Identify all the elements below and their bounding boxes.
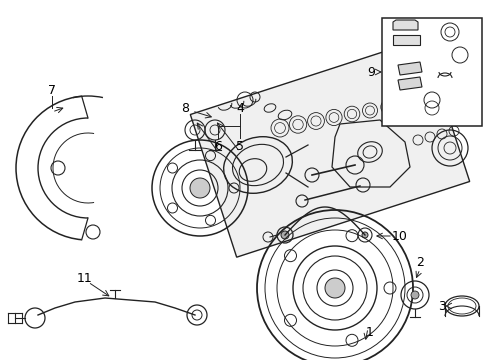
Text: 10: 10 [391, 230, 407, 243]
Polygon shape [397, 62, 421, 75]
Circle shape [190, 178, 209, 198]
Polygon shape [397, 77, 421, 90]
Text: 5: 5 [236, 139, 244, 153]
Circle shape [361, 232, 367, 238]
Text: 2: 2 [415, 256, 423, 270]
Circle shape [410, 291, 418, 299]
Text: 11: 11 [77, 271, 93, 284]
Text: 4: 4 [236, 102, 244, 114]
Text: 8: 8 [181, 102, 189, 114]
Bar [381, 18, 481, 126]
Polygon shape [392, 20, 417, 30]
Circle shape [281, 231, 288, 239]
Text: 9: 9 [366, 66, 374, 78]
Text: 6: 6 [214, 139, 222, 153]
Text: 7: 7 [48, 84, 56, 96]
Text: 1: 1 [366, 327, 373, 339]
Circle shape [325, 278, 345, 298]
Polygon shape [392, 35, 419, 45]
Text: 3: 3 [437, 300, 445, 312]
Polygon shape [190, 39, 468, 257]
